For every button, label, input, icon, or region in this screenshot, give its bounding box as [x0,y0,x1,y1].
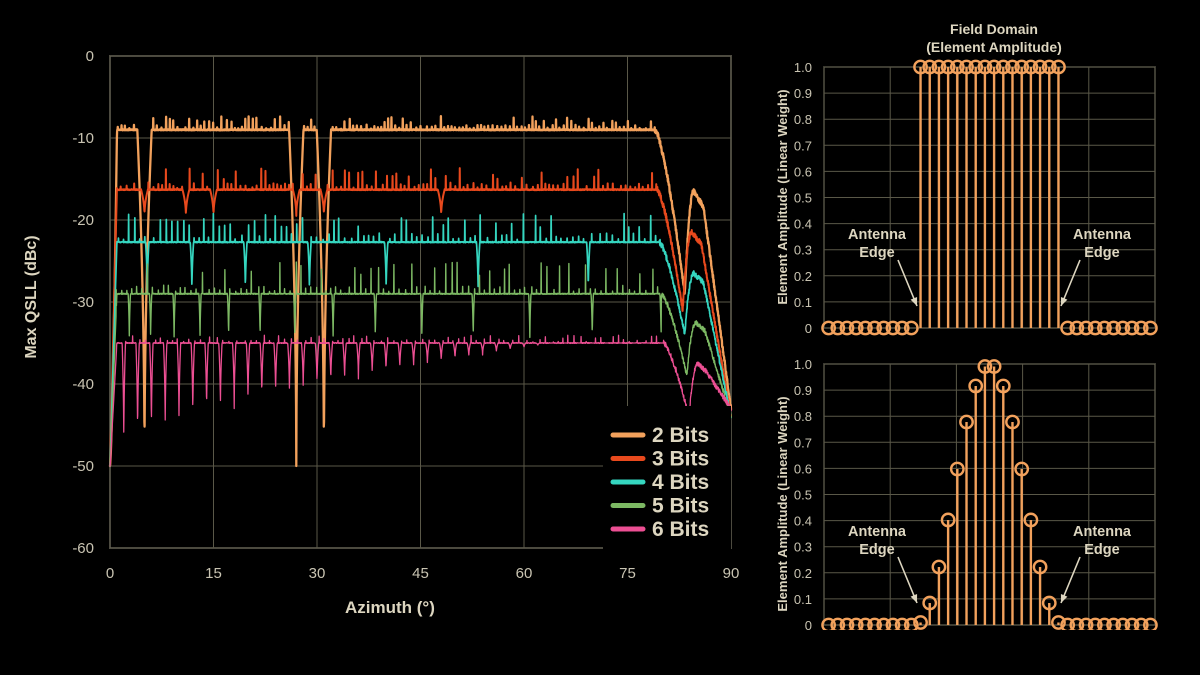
svg-text:-30: -30 [72,294,94,311]
svg-text:4 Bits: 4 Bits [652,471,709,494]
svg-text:0.3: 0.3 [794,540,812,555]
svg-text:Field Domain: Field Domain [950,21,1038,37]
svg-text:1.0: 1.0 [794,357,812,372]
svg-text:0.1: 0.1 [794,592,812,607]
svg-text:Antenna: Antenna [848,524,907,540]
svg-text:0.4: 0.4 [794,514,812,529]
svg-text:90: 90 [723,565,740,582]
svg-text:0.2: 0.2 [794,269,812,284]
svg-text:0.5: 0.5 [794,488,812,503]
svg-text:6 Bits: 6 Bits [652,518,709,541]
svg-text:-10: -10 [72,130,94,147]
svg-text:(Element Amplitude): (Element Amplitude) [926,39,1062,55]
svg-text:0: 0 [106,565,114,582]
svg-text:0.6: 0.6 [794,461,812,476]
svg-text:0.2: 0.2 [794,566,812,581]
svg-text:0: 0 [805,618,812,630]
svg-text:0.7: 0.7 [794,138,812,153]
svg-text:-20: -20 [72,212,94,229]
svg-text:-60: -60 [72,540,94,557]
svg-text:0.9: 0.9 [794,86,812,101]
svg-text:60: 60 [516,565,533,582]
svg-text:0.1: 0.1 [794,295,812,310]
svg-text:30: 30 [309,565,326,582]
svg-text:3 Bits: 3 Bits [652,448,709,471]
svg-text:Antenna: Antenna [1073,524,1132,540]
svg-text:Edge: Edge [859,542,894,558]
svg-text:0.5: 0.5 [794,191,812,206]
svg-text:0: 0 [86,48,94,65]
svg-text:0.9: 0.9 [794,383,812,398]
svg-text:Antenna: Antenna [1073,227,1132,243]
svg-text:Edge: Edge [1084,245,1119,261]
svg-text:2 Bits: 2 Bits [652,424,709,447]
svg-text:75: 75 [619,565,636,582]
svg-text:0.8: 0.8 [794,409,812,424]
svg-text:Edge: Edge [859,245,894,261]
svg-text:5 Bits: 5 Bits [652,495,709,518]
svg-text:0.8: 0.8 [794,112,812,127]
svg-text:45: 45 [412,565,429,582]
svg-text:0.6: 0.6 [794,164,812,179]
svg-text:0.4: 0.4 [794,217,812,232]
svg-text:-50: -50 [72,458,94,475]
svg-text:15: 15 [205,565,222,582]
svg-text:1.0: 1.0 [794,60,812,75]
svg-text:Edge: Edge [1084,542,1119,558]
svg-text:-40: -40 [72,376,94,393]
svg-text:Antenna: Antenna [848,227,907,243]
svg-text:0.7: 0.7 [794,435,812,450]
svg-text:0.3: 0.3 [794,243,812,258]
